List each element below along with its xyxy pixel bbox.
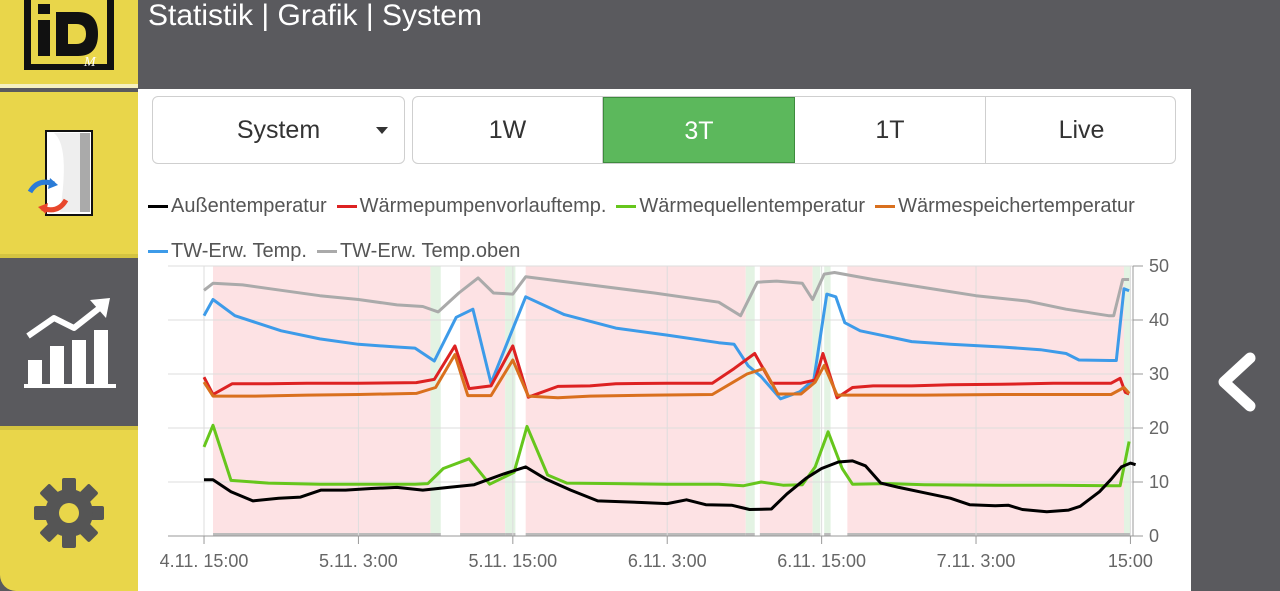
series-line: [202, 353, 1131, 400]
x-tick-label: 7.11. 3:00: [937, 551, 1016, 571]
legend-item[interactable]: Außentemperatur: [148, 184, 327, 229]
y-tick-label: 0: [1149, 526, 1159, 546]
operating-band: [847, 266, 1124, 536]
chart-legend: Außentemperatur Wärmepumpenvorlauftemp. Wä…: [148, 184, 1188, 274]
operating-band-marker: [430, 533, 441, 536]
operating-band: [1123, 266, 1131, 536]
legend-item[interactable]: Wärmespeichertemperatur: [875, 184, 1135, 229]
heat-pump-icon: [27, 130, 93, 216]
operating-band-marker: [460, 533, 506, 536]
operating-band-marker: [213, 533, 431, 536]
legend-swatch: [336, 205, 357, 209]
operating-band: [213, 266, 431, 536]
legend-swatch: [616, 205, 637, 209]
y-tick-label: 10: [1149, 472, 1169, 492]
idm-logo: M: [24, 0, 114, 70]
legend-label: TW-Erw. Temp.oben: [339, 240, 521, 262]
series-line: [202, 344, 1130, 400]
x-tick-label: 15:00: [1108, 551, 1153, 571]
page-title: Statistik | Grafik | System: [148, 0, 482, 32]
legend-label: Wärmepumpenvorlauftemp.: [359, 195, 607, 217]
x-tick-label: 5.11. 15:00: [468, 551, 557, 571]
legend-swatch: [875, 205, 896, 209]
legend-label: TW-Erw. Temp.: [171, 240, 307, 262]
series-line: [203, 271, 1130, 318]
series-line: [204, 459, 1137, 514]
system-select-value: System: [236, 116, 321, 144]
svg-text:M: M: [83, 55, 97, 70]
legend-swatch: [148, 250, 168, 254]
series-line: [202, 287, 1130, 401]
operating-band: [824, 266, 831, 536]
x-tick-label: 6.11. 15:00: [777, 551, 866, 571]
legend-swatch: [148, 205, 168, 209]
operating-band-marker: [759, 533, 813, 536]
logo-area: M: [0, 0, 138, 88]
chevron-left-icon[interactable]: [1210, 350, 1260, 414]
line-chart: 0 10 20 30 40 50 4.11. 15:00 5.11. 3:00 5.11. 15…: [160, 256, 1169, 571]
operating-band-marker: [847, 533, 1124, 536]
operating-band-marker: [505, 533, 516, 536]
sidebar-item-settings[interactable]: [0, 426, 138, 591]
operating-band-marker: [824, 533, 831, 536]
legend-label: Außentemperatur: [171, 195, 327, 217]
legend-item[interactable]: Wärmepumpenvorlauftemp.: [336, 184, 607, 229]
legend-item[interactable]: TW-Erw. Temp.oben: [316, 229, 521, 274]
x-tick-label: 5.11. 3:00: [319, 551, 398, 571]
x-tick-label: 4.11. 15:00: [160, 551, 249, 571]
operating-band: [812, 266, 821, 536]
range-button-1t[interactable]: 1T: [795, 97, 986, 163]
operating-band: [759, 266, 813, 536]
operating-band-marker: [812, 533, 821, 536]
series-line: [202, 423, 1131, 488]
range-selector: 1W 3T 1T Live: [412, 96, 1176, 164]
sidebar-item-system[interactable]: [0, 92, 138, 258]
sidebar: M: [0, 0, 138, 591]
y-tick-label: 20: [1149, 418, 1169, 438]
range-button-1w[interactable]: 1W: [413, 97, 603, 163]
gear-icon: [34, 478, 104, 548]
operating-band-marker: [1123, 533, 1131, 536]
main-panel: System 1W 3T 1T Live Außentemperatur Wärm…: [138, 89, 1191, 591]
operating-band: [460, 266, 506, 536]
caret-down-icon: [376, 127, 388, 134]
range-button-live[interactable]: Live: [1058, 116, 1105, 144]
y-tick-label: 40: [1149, 310, 1169, 330]
operating-band: [430, 266, 441, 536]
legend-swatch: [316, 250, 337, 254]
chart-growth-icon: [24, 298, 116, 388]
operating-band-marker: [745, 533, 755, 536]
x-tick-label: 6.11. 3:00: [628, 551, 707, 571]
y-tick-label: 30: [1149, 364, 1169, 384]
system-select[interactable]: System: [152, 96, 405, 164]
legend-label: Wärmequellentemperatur: [639, 195, 866, 217]
legend-item[interactable]: Wärmequellentemperatur: [616, 184, 865, 229]
operating-band: [525, 266, 746, 536]
range-button-3t[interactable]: 3T: [603, 97, 795, 163]
sidebar-item-statistics[interactable]: [0, 262, 138, 422]
operating-band-marker: [525, 533, 746, 536]
legend-label: Wärmespeichertemperatur: [898, 195, 1135, 217]
y-tick-label: 50: [1149, 256, 1169, 276]
legend-item[interactable]: TW-Erw. Temp.: [148, 229, 307, 274]
operating-band: [505, 266, 516, 536]
operating-band: [745, 266, 755, 536]
